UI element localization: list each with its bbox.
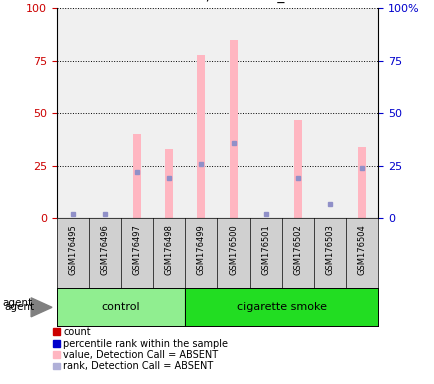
Text: cigarette smoke: cigarette smoke — [237, 302, 326, 312]
Bar — [133, 134, 141, 218]
Bar — [229, 40, 237, 218]
Bar — [185, 288, 378, 326]
Text: GSM176504: GSM176504 — [357, 224, 366, 275]
Text: GDS3132 / 1458231_at: GDS3132 / 1458231_at — [136, 0, 298, 3]
Bar — [165, 149, 173, 218]
Text: GSM176503: GSM176503 — [325, 224, 334, 275]
Text: GSM176495: GSM176495 — [68, 224, 77, 275]
Text: GSM176497: GSM176497 — [132, 224, 141, 275]
Bar — [197, 55, 205, 218]
Text: GSM176499: GSM176499 — [197, 224, 205, 275]
Legend: count, percentile rank within the sample, value, Detection Call = ABSENT, rank, : count, percentile rank within the sample… — [53, 327, 228, 371]
Text: GSM176501: GSM176501 — [261, 224, 270, 275]
Text: agent: agent — [2, 298, 32, 308]
Text: control: control — [102, 302, 140, 312]
Text: GSM176500: GSM176500 — [229, 224, 237, 275]
Bar — [56, 288, 185, 326]
Text: GSM176502: GSM176502 — [293, 224, 302, 275]
Bar — [358, 147, 365, 218]
Text: GSM176496: GSM176496 — [100, 224, 109, 275]
Polygon shape — [31, 298, 52, 317]
Text: GSM176498: GSM176498 — [164, 224, 173, 275]
Text: agent: agent — [4, 302, 34, 312]
Bar — [293, 120, 301, 218]
